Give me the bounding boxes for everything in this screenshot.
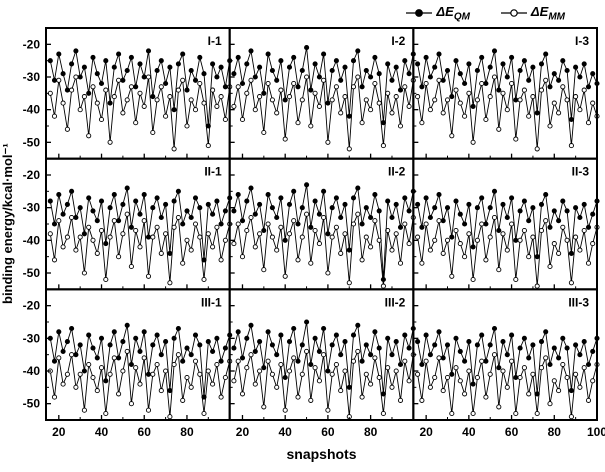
svg-text:100: 100 bbox=[587, 425, 605, 439]
svg-text:40: 40 bbox=[462, 425, 476, 439]
legend-item-qm: ΔEQM bbox=[405, 3, 470, 23]
filled-circle-icon bbox=[406, 9, 433, 17]
svg-text:20: 20 bbox=[419, 425, 433, 439]
svg-text:80: 80 bbox=[364, 425, 378, 439]
svg-text:40: 40 bbox=[95, 425, 109, 439]
svg-text:-50: -50 bbox=[23, 266, 41, 280]
x-axis-label: snapshots bbox=[286, 446, 357, 462]
svg-text:-40: -40 bbox=[23, 103, 41, 117]
svg-text:-20: -20 bbox=[23, 37, 41, 51]
svg-text:I-1: I-1 bbox=[208, 34, 222, 48]
svg-text:III-3: III-3 bbox=[568, 295, 589, 309]
svg-text:III-2: III-2 bbox=[385, 295, 406, 309]
svg-text:-20: -20 bbox=[23, 299, 41, 313]
svg-text:40: 40 bbox=[279, 425, 293, 439]
svg-text:80: 80 bbox=[548, 425, 562, 439]
legend-label-mm: ΔEMM bbox=[530, 3, 565, 23]
legend-item-mm: ΔEMM bbox=[500, 3, 565, 23]
svg-text:-50: -50 bbox=[23, 135, 41, 149]
svg-text:20: 20 bbox=[52, 425, 66, 439]
svg-text:60: 60 bbox=[505, 425, 519, 439]
svg-text:20: 20 bbox=[236, 425, 250, 439]
svg-text:-30: -30 bbox=[23, 70, 41, 84]
svg-text:60: 60 bbox=[321, 425, 335, 439]
legend: ΔEQM ΔEMM bbox=[405, 2, 565, 24]
svg-text:80: 80 bbox=[180, 425, 194, 439]
svg-text:I-2: I-2 bbox=[391, 34, 405, 48]
svg-text:II-1: II-1 bbox=[204, 165, 222, 179]
svg-text:II-2: II-2 bbox=[388, 165, 406, 179]
svg-text:60: 60 bbox=[138, 425, 152, 439]
svg-text:-20: -20 bbox=[23, 168, 41, 182]
svg-text:-50: -50 bbox=[23, 397, 41, 411]
y-axis-label: binding energy/kcal·mol⁻¹ bbox=[0, 143, 15, 305]
svg-text:-40: -40 bbox=[23, 364, 41, 378]
open-circle-icon bbox=[500, 9, 527, 17]
legend-label-qm: ΔEQM bbox=[436, 3, 470, 23]
svg-text:-30: -30 bbox=[23, 331, 41, 345]
svg-text:-30: -30 bbox=[23, 201, 41, 215]
svg-text:III-1: III-1 bbox=[201, 295, 222, 309]
svg-text:II-3: II-3 bbox=[572, 165, 590, 179]
svg-text:-40: -40 bbox=[23, 233, 41, 247]
svg-text:I-3: I-3 bbox=[575, 34, 589, 48]
